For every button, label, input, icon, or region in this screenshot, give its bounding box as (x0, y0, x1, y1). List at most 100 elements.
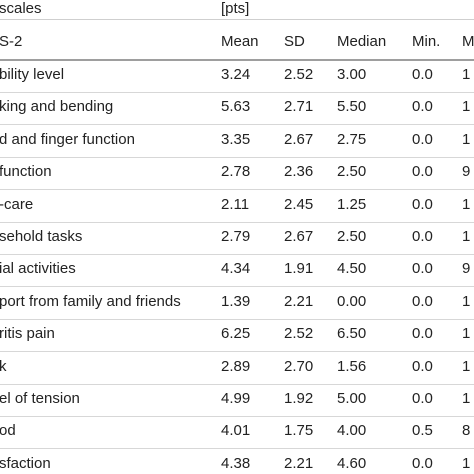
cell-min: 0.0 (412, 292, 433, 310)
cell-mean: 4.34 (221, 260, 251, 278)
cell-min: 0.0 (412, 228, 433, 245)
cell-median: 6.50 (337, 325, 367, 343)
cell-mean: 2.89 (221, 357, 251, 375)
row-label: sehold tasks (0, 228, 83, 245)
row-label: ial activities (0, 260, 76, 278)
cell-sd: 2.67 (284, 130, 314, 148)
row-label: -care (0, 195, 34, 213)
cell-max: 1 (462, 357, 471, 375)
cell-min: 0.0 (412, 195, 433, 213)
cell-min: 0.0 (412, 163, 433, 181)
cell-max: 1 (462, 325, 471, 343)
row-divider (0, 318, 474, 320)
cell-mean: 5.63 (221, 98, 251, 116)
cell-min: 0.0 (412, 390, 433, 407)
row-divider (0, 156, 474, 158)
cell-sd: 2.52 (284, 325, 314, 343)
cell-median: 2.50 (337, 228, 367, 245)
cell-median: 1.25 (337, 195, 367, 213)
row-divider (0, 254, 474, 255)
cell-sd: 2.45 (284, 195, 314, 213)
cell-max: 1 (462, 66, 471, 83)
cell-min: 0.0 (412, 98, 433, 116)
cell-mean: 4.99 (221, 390, 251, 407)
cell-sd: 2.67 (284, 228, 314, 245)
cell-mean: 1.39 (221, 292, 251, 310)
cell-median: 0.00 (337, 292, 367, 310)
cell-median: 4.50 (337, 260, 367, 278)
column-header-median: Median (337, 33, 387, 50)
cell-min: 0.5 (412, 422, 433, 440)
row-divider (0, 221, 474, 223)
cell-mean: 4.01 (221, 422, 251, 440)
cell-median: 2.50 (337, 163, 367, 181)
row-label: sfaction (0, 454, 51, 472)
cell-max: 8 (462, 422, 471, 440)
row-label: function (0, 163, 52, 181)
column-header-min: Min. (412, 33, 441, 50)
row-divider (0, 351, 474, 353)
cell-sd: 1.92 (284, 390, 314, 407)
cell-mean: 2.79 (221, 228, 251, 245)
header-divider (0, 19, 474, 20)
cell-max: 1 (462, 130, 471, 148)
row-divider (0, 416, 474, 417)
cell-min: 0.0 (412, 66, 433, 83)
row-divider (0, 92, 474, 93)
cell-median: 1.56 (337, 357, 367, 375)
cell-median: 3.00 (337, 66, 367, 83)
cell-sd: 2.71 (284, 98, 314, 116)
cell-median: 4.60 (337, 454, 367, 472)
cell-max: 9 (462, 260, 471, 278)
cell-mean: 3.35 (221, 130, 251, 148)
cell-sd: 2.70 (284, 357, 314, 375)
scales-header: scales (0, 0, 42, 17)
cell-min: 0.0 (412, 130, 433, 148)
row-label: ritis pain (0, 325, 55, 343)
row-divider (0, 448, 474, 450)
row-label: od (0, 422, 16, 440)
cell-max: 1 (462, 390, 471, 407)
instrument-header: S-2 (0, 33, 23, 50)
column-header-max: M (462, 33, 474, 50)
cell-sd: 1.91 (284, 260, 314, 278)
cell-sd: 2.52 (284, 66, 314, 83)
cell-max: 1 (462, 292, 471, 310)
column-header-divider (0, 59, 474, 61)
cell-min: 0.0 (412, 260, 433, 278)
cell-max: 1 (462, 98, 471, 116)
cell-max: 1 (462, 228, 471, 245)
cell-sd: 2.21 (284, 292, 314, 310)
row-label: king and bending (0, 98, 114, 116)
cell-median: 5.50 (337, 98, 367, 116)
row-label: d and finger function (0, 130, 135, 148)
cell-max: 1 (462, 454, 471, 472)
cell-mean: 2.11 (221, 195, 250, 213)
cell-min: 0.0 (412, 454, 433, 472)
cell-sd: 2.36 (284, 163, 314, 181)
row-divider (0, 286, 474, 288)
row-label: bility level (0, 66, 65, 83)
cell-min: 0.0 (412, 357, 433, 375)
cell-mean: 3.24 (221, 66, 251, 83)
cell-median: 5.00 (337, 390, 367, 407)
cell-max: 1 (462, 195, 471, 213)
column-header-mean: Mean (221, 33, 259, 50)
cell-min: 0.0 (412, 325, 433, 343)
cell-median: 4.00 (337, 422, 367, 440)
row-label: el of tension (0, 390, 80, 407)
row-divider (0, 124, 474, 126)
cell-sd: 2.21 (284, 454, 314, 472)
cell-median: 2.75 (337, 130, 367, 148)
row-divider (0, 189, 474, 191)
row-label: k (0, 357, 7, 375)
cell-sd: 1.75 (284, 422, 314, 440)
column-header-sd: SD (284, 33, 305, 50)
cell-max: 9 (462, 163, 471, 181)
cell-mean: 2.78 (221, 163, 251, 181)
unit-header: [pts] (221, 0, 250, 17)
row-divider (0, 383, 474, 385)
cell-mean: 4.38 (221, 454, 251, 472)
cell-mean: 6.25 (221, 325, 251, 343)
